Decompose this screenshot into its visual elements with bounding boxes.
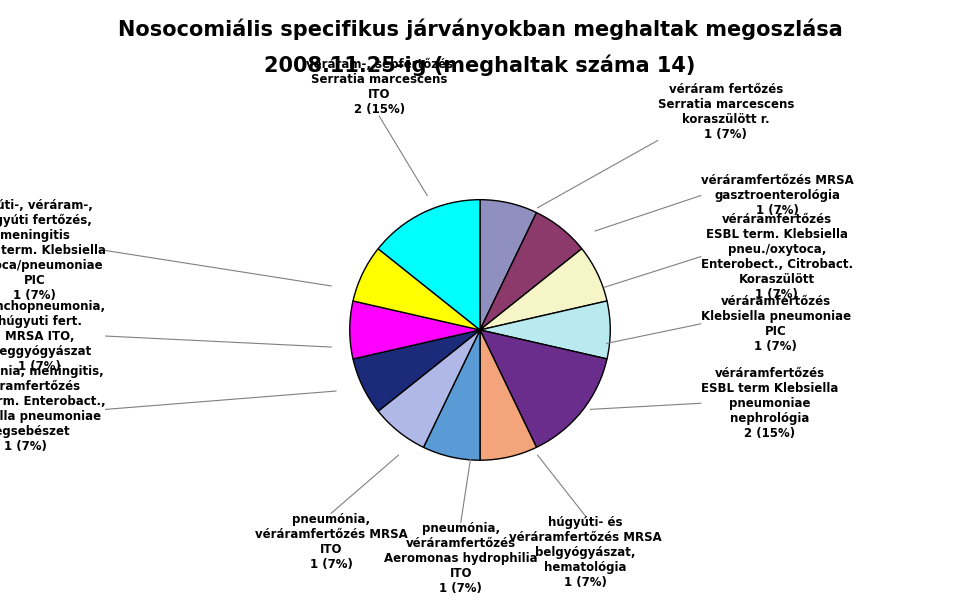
Wedge shape [480,301,611,359]
Text: húgyúti- és
véráramfertőzés MRSA
belgyógyászat,
hematológia
1 (7%): húgyúti- és véráramfertőzés MRSA belgyóg… [509,516,662,589]
Text: véráramfertőzés
ESBL term. Klebsiella
pneu./oxytoca,
Enterobect., Citrobact.
Kor: véráramfertőzés ESBL term. Klebsiella pn… [701,213,852,301]
Wedge shape [378,330,480,447]
Text: pneumónia,
véráramfertőzés MRSA
ITO
1 (7%): pneumónia, véráramfertőzés MRSA ITO 1 (7… [254,513,408,571]
Wedge shape [480,249,607,330]
Wedge shape [349,301,480,359]
Text: véráramfertőzés
Klebsiella pneumoniae
PIC
1 (7%): véráramfertőzés Klebsiella pneumoniae PI… [701,295,851,353]
Wedge shape [353,330,480,411]
Wedge shape [480,213,582,330]
Wedge shape [480,330,537,460]
Wedge shape [353,249,480,330]
Text: véráram fertőzés
Serratia marcescens
koraszülött r.
1 (7%): véráram fertőzés Serratia marcescens kor… [658,82,794,141]
Text: véráram-, sebfertőzés
Serratia marcescens
ITO
2 (15%): véráram-, sebfertőzés Serratia marcescen… [305,58,453,116]
Text: pneumónia,
véráramfertőzés
Aeromonas hydrophilia
ITO
1 (7%): pneumónia, véráramfertőzés Aeromonas hyd… [384,522,538,595]
Wedge shape [423,330,480,460]
Text: 2008.11.25-ig (meghaltak száma 14): 2008.11.25-ig (meghaltak száma 14) [264,55,696,76]
Text: bronchopneumonia,
húgyuti fert.
MRSA ITO,
ideggyógyászat
1 (7%): bronchopneumonia, húgyuti fert. MRSA ITO… [0,299,106,373]
Text: véráramfertőzés
ESBL term Klebsiella
pneumoniae
nephrológia
2 (15%): véráramfertőzés ESBL term Klebsiella pne… [701,367,838,440]
Wedge shape [480,200,537,330]
Wedge shape [378,200,480,330]
Wedge shape [480,330,607,447]
Text: pneumónia, meningitis,
véráramfertőzés
ESBL term. Enterobact.,
Klebsiella pneumo: pneumónia, meningitis, véráramfertőzés E… [0,365,106,453]
Text: Nosocomiális specifikus járványokban meghaltak megoszlása: Nosocomiális specifikus járványokban meg… [118,18,842,40]
Text: véráramfertőzés MRSA
gasztroenterológia
1 (7%): véráramfertőzés MRSA gasztroenterológia … [701,174,853,217]
Text: légúti-, véráram-,
húgyúti fertőzés,
meningitis
ESBL term. Klebsiella
oxytoca/pn: légúti-, véráram-, húgyúti fertőzés, men… [0,199,106,302]
